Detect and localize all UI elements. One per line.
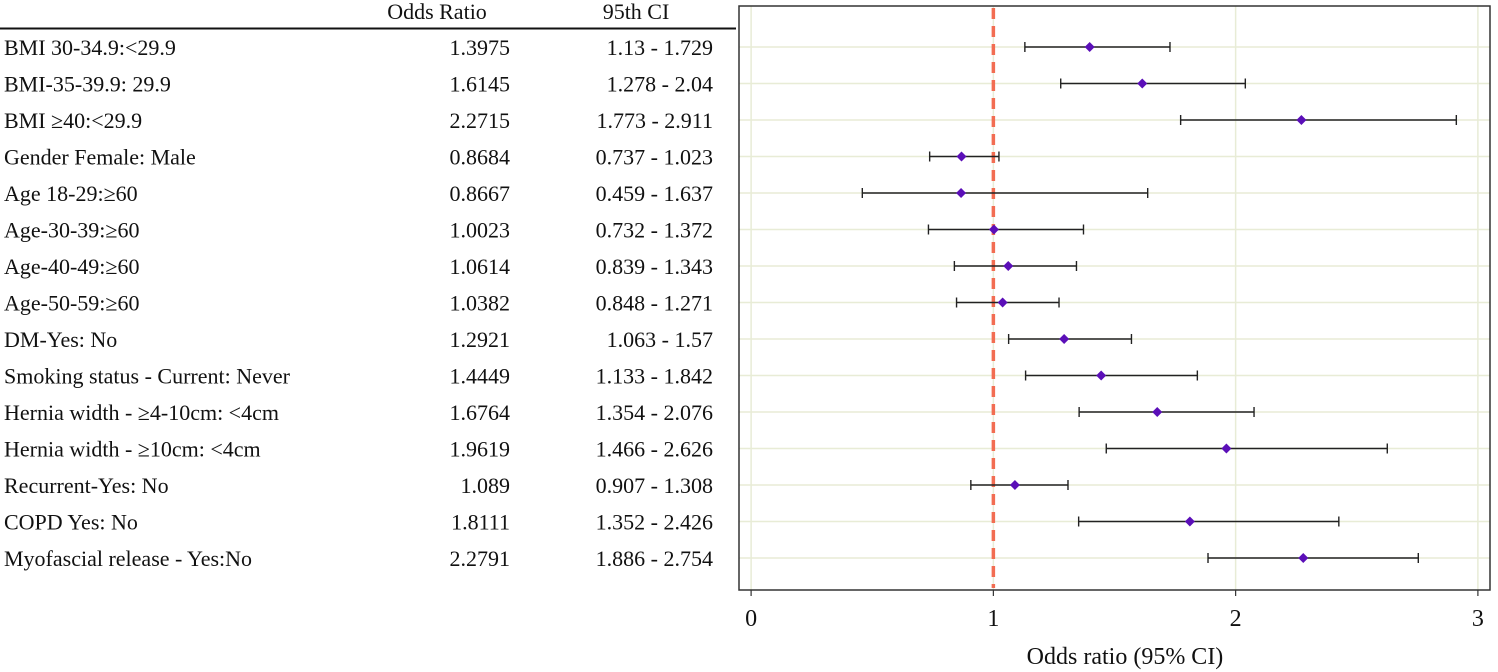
table-rows: BMI 30-34.9:<29.9 1.3975 1.13 - 1.729 BMI-3… (4, 35, 713, 571)
row-ci: 1.352 - 2.426 (596, 510, 713, 535)
row-odds-ratio: 1.4449 (450, 364, 511, 389)
x-axis: 0 1 2 3 (745, 590, 1484, 632)
row-ci: 1.13 - 1.729 (607, 35, 713, 60)
x-tick-label: 2 (1230, 606, 1242, 632)
ci-row (1007, 334, 1133, 344)
row-ci: 0.839 - 1.343 (596, 254, 713, 279)
x-axis-label: Odds ratio (95% CI) (1027, 644, 1224, 670)
ci-row (1024, 42, 1171, 52)
odds-ratio-marker (1296, 115, 1307, 125)
odds-ratio-marker (1084, 42, 1095, 52)
ci-row (927, 224, 1085, 235)
odds-ratio-marker (1137, 78, 1148, 89)
row-ci: 1.773 - 2.911 (596, 108, 713, 133)
row-odds-ratio: 1.0023 (450, 218, 511, 243)
row-odds-ratio: 1.3975 (450, 35, 511, 60)
row-odds-ratio: 1.0382 (450, 291, 511, 316)
odds-ratio-marker (956, 151, 967, 162)
row-label: Recurrent-Yes: No (4, 473, 169, 498)
header-95-ci: 95th CI (603, 0, 670, 24)
ci-row (1105, 443, 1388, 454)
odds-ratio-marker (1096, 370, 1107, 381)
ci-marks (861, 42, 1458, 563)
odds-ratio-marker (1059, 334, 1070, 344)
row-label: BMI 30-34.9:<29.9 (4, 35, 176, 60)
row-ci: 1.278 - 2.04 (607, 72, 713, 97)
row-ci: 1.063 - 1.57 (607, 327, 713, 352)
row-ci: 0.848 - 1.271 (596, 291, 713, 316)
table-header: Odds Ratio 95th CI (0, 0, 736, 30)
row-odds-ratio: 1.2921 (450, 327, 511, 352)
row-ci: 1.886 - 2.754 (596, 546, 713, 571)
row-label: Smoking status - Current: Never (4, 364, 291, 389)
row-label: Age-40-49:≥60 (4, 254, 140, 279)
ci-row (928, 151, 1000, 162)
row-ci: 0.737 - 1.023 (596, 145, 713, 170)
odds-ratio-marker (988, 224, 999, 235)
row-label: BMI-35-39.9: 29.9 (4, 72, 171, 97)
row-ci: 0.459 - 1.637 (596, 181, 713, 206)
odds-ratio-marker (997, 297, 1008, 308)
x-tick-label: 0 (745, 606, 757, 632)
odds-ratio-marker (1184, 516, 1195, 527)
ci-row (861, 188, 1149, 198)
row-label: Age 18-29:≥60 (4, 181, 138, 206)
odds-ratio-marker (956, 188, 967, 198)
row-odds-ratio: 1.6764 (450, 400, 511, 425)
grid-lines (739, 6, 1490, 590)
row-odds-ratio: 1.089 (461, 473, 511, 498)
header-odds-ratio: Odds Ratio (387, 0, 487, 24)
row-ci: 1.466 - 2.626 (596, 437, 713, 462)
row-odds-ratio: 0.8667 (450, 181, 511, 206)
ci-row (1060, 78, 1247, 89)
row-ci: 0.732 - 1.372 (596, 218, 713, 243)
row-odds-ratio: 1.8111 (451, 510, 510, 535)
ci-row (970, 480, 1069, 490)
x-tick-label: 3 (1472, 606, 1484, 632)
ci-row (1024, 370, 1199, 381)
row-label: COPD Yes: No (4, 510, 138, 535)
plot-area: 0 1 2 3 Odds ratio (95% CI) (738, 5, 1491, 670)
row-label: Age-30-39:≥60 (4, 218, 140, 243)
odds-ratio-marker (1298, 553, 1309, 563)
row-ci: 0.907 - 1.308 (596, 473, 713, 498)
ci-row (1077, 516, 1340, 527)
row-odds-ratio: 1.0614 (450, 254, 511, 279)
x-tick-label: 1 (987, 606, 999, 632)
row-ci: 1.133 - 1.842 (596, 364, 713, 389)
row-label: Gender Female: Male (4, 145, 196, 170)
row-odds-ratio: 1.6145 (450, 72, 511, 97)
row-label: BMI ≥40:<29.9 (4, 108, 142, 133)
row-odds-ratio: 0.8684 (450, 145, 511, 170)
ci-row (955, 297, 1060, 308)
ci-row (1207, 553, 1419, 563)
odds-ratio-marker (1221, 443, 1232, 454)
ci-row (1078, 407, 1255, 417)
row-odds-ratio: 1.9619 (450, 437, 511, 462)
row-label: Age-50-59:≥60 (4, 291, 140, 316)
row-label: Myofascial release - Yes:No (4, 546, 252, 571)
plot-frame (738, 5, 1491, 591)
row-odds-ratio: 2.2715 (450, 108, 511, 133)
row-label: DM-Yes: No (4, 327, 117, 352)
ci-row (953, 261, 1078, 271)
row-label: Hernia width - ≥4-10cm: <4cm (4, 400, 279, 425)
odds-ratio-marker (1152, 407, 1163, 417)
row-label: Hernia width - ≥10cm: <4cm (4, 437, 261, 462)
row-ci: 1.354 - 2.076 (596, 400, 713, 425)
odds-ratio-marker (1009, 480, 1020, 490)
odds-ratio-marker (1003, 261, 1014, 271)
ci-row (1179, 115, 1458, 125)
row-odds-ratio: 2.2791 (450, 546, 511, 571)
